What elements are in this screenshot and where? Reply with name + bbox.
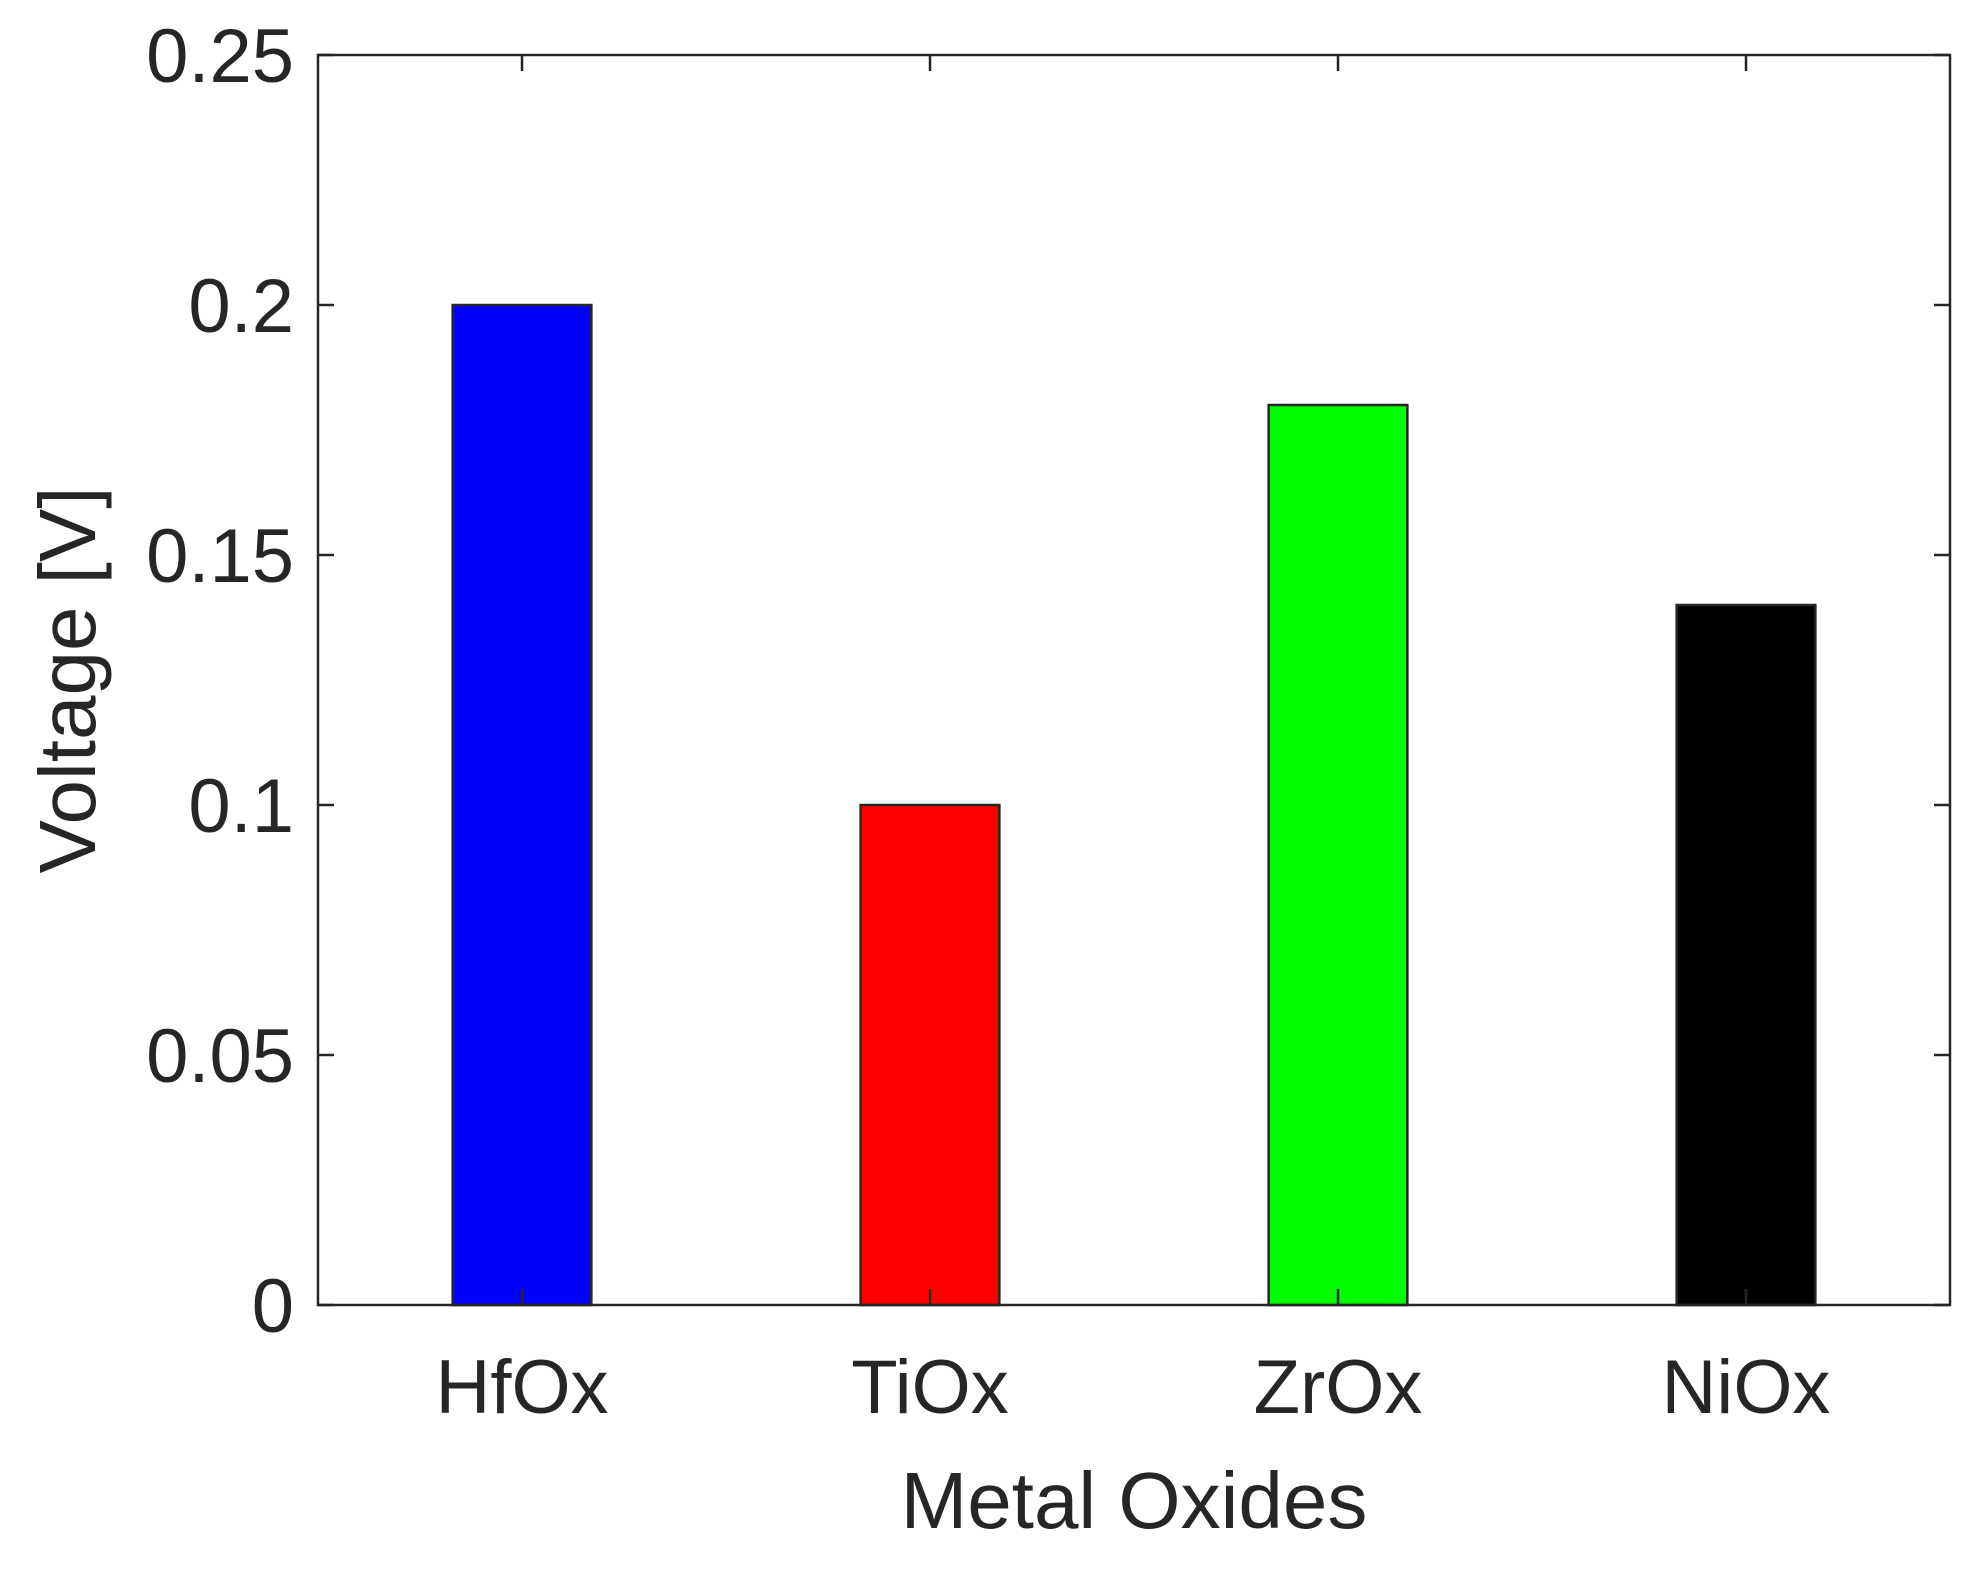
y-tick-label: 0.2 xyxy=(188,264,294,349)
x-tick-labels: HfOx TiOx ZrOx NiOx xyxy=(435,1345,1830,1430)
x-tick-label: ZrOx xyxy=(1254,1345,1423,1430)
x-axis-label: Metal Oxides xyxy=(901,1456,1368,1545)
bars-group xyxy=(451,303,1817,1307)
x-tick-label: TiOx xyxy=(851,1345,1009,1430)
y-axis-label: Voltage [V] xyxy=(23,487,112,874)
y-tick-labels: 0 0.05 0.1 0.15 0.2 0.25 xyxy=(146,14,294,1349)
y-tick-label: 0.15 xyxy=(146,514,294,599)
bar-tiox xyxy=(859,803,1001,1307)
axes-frame xyxy=(316,53,1952,1307)
y-tick-label: 0 xyxy=(252,1264,294,1349)
x-tick-label: HfOx xyxy=(435,1345,608,1430)
y-tick-label: 0.25 xyxy=(146,14,294,99)
bar-zrox xyxy=(1267,403,1409,1307)
y-tick-label: 0.05 xyxy=(146,1014,294,1099)
y-tick-label: 0.1 xyxy=(188,764,294,849)
bar-hfox xyxy=(451,303,593,1307)
x-tick-label: NiOx xyxy=(1662,1345,1831,1430)
bar-niox xyxy=(1675,603,1817,1307)
